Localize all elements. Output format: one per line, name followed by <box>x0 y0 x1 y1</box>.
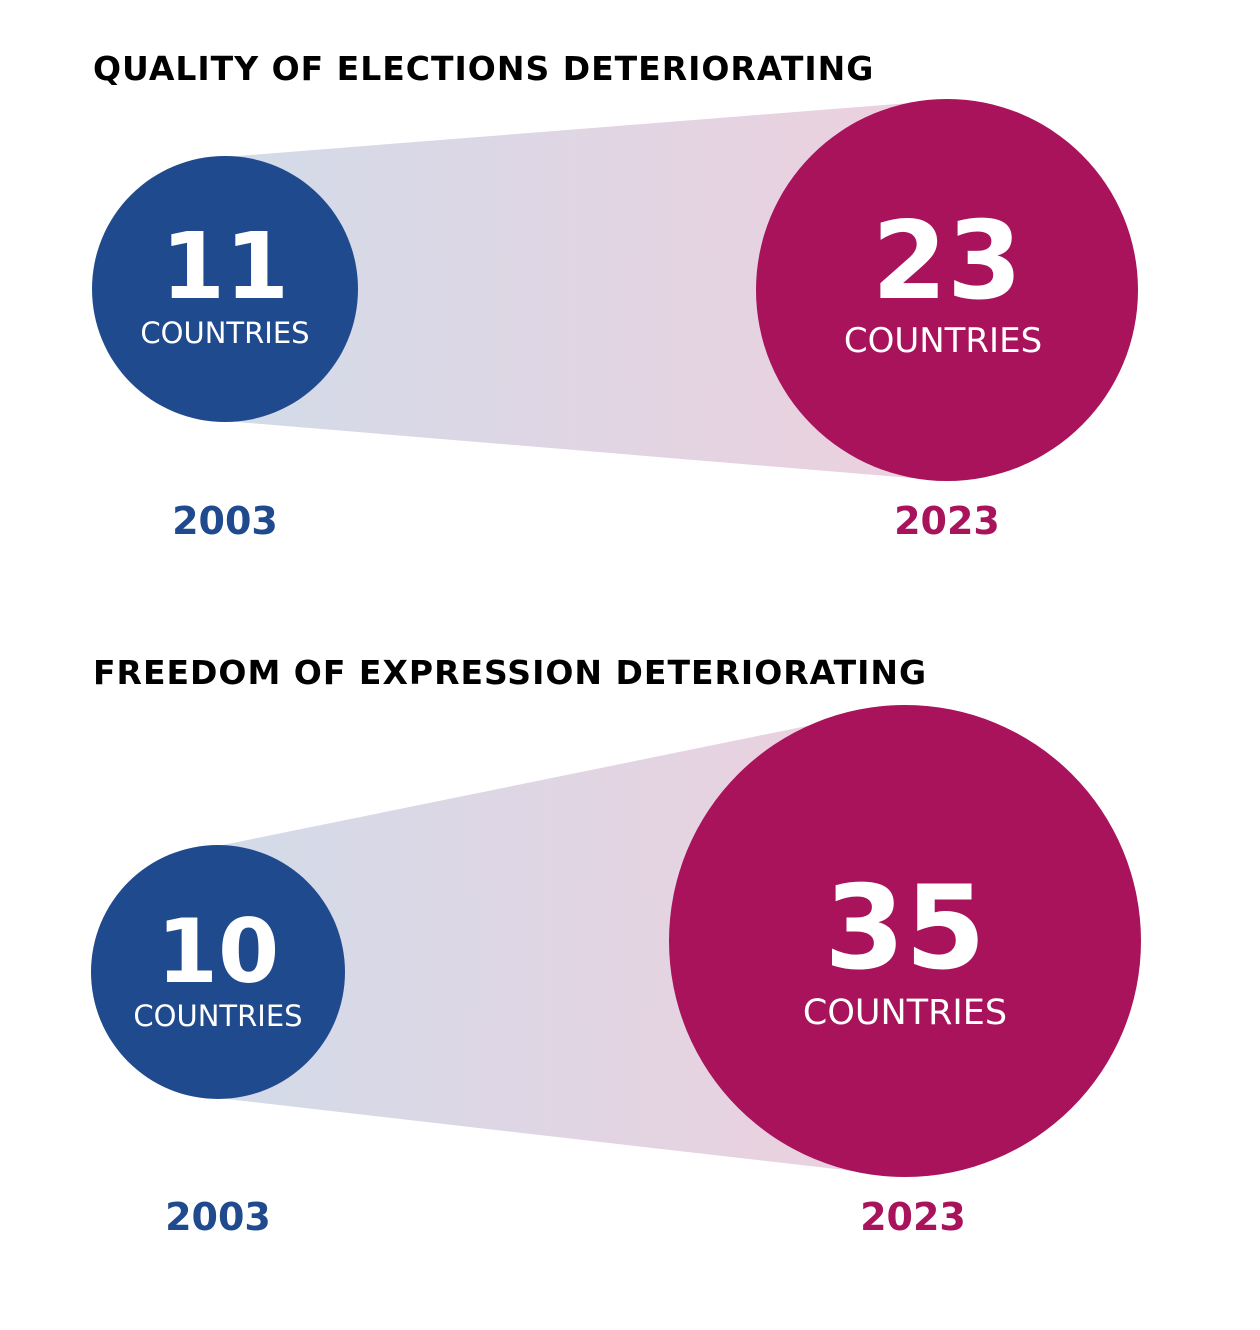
year-label-2003: 2003 <box>172 499 278 543</box>
expression-chart: 10 COUNTRIES 35 COUNTRIES 2003 2023 <box>91 705 1141 1239</box>
bubble-2003 <box>91 845 345 1099</box>
bubble-2023 <box>756 99 1138 481</box>
connector-cone <box>225 100 947 481</box>
bubble-2023 <box>669 705 1141 1177</box>
value-label-2003: 11 <box>161 213 289 320</box>
panel-title: FREEDOM OF EXPRESSION DETERIORATING <box>93 653 928 692</box>
unit-label-2003: COUNTRIES <box>140 316 309 350</box>
year-label-2023: 2023 <box>860 1195 966 1239</box>
value-label-2003: 10 <box>157 900 279 1003</box>
value-label-2023: 35 <box>824 861 985 996</box>
expression-panel: FREEDOM OF EXPRESSION DETERIORATING 10 C… <box>0 600 1260 1330</box>
unit-label-2003: COUNTRIES <box>133 999 302 1033</box>
panel-title: QUALITY OF ELECTIONS DETERIORATING <box>93 49 875 88</box>
bubble-2003 <box>92 156 358 422</box>
year-label-2023: 2023 <box>894 499 1000 543</box>
unit-label-2023: COUNTRIES <box>803 993 1007 1033</box>
elections-panel: QUALITY OF ELECTIONS DETERIORATING 11 CO… <box>0 0 1260 600</box>
value-label-2023: 23 <box>872 199 1022 324</box>
unit-label-2023: COUNTRIES <box>844 321 1042 361</box>
year-label-2003: 2003 <box>165 1195 271 1239</box>
elections-chart: 11 COUNTRIES 23 COUNTRIES 2003 2023 <box>92 99 1138 543</box>
